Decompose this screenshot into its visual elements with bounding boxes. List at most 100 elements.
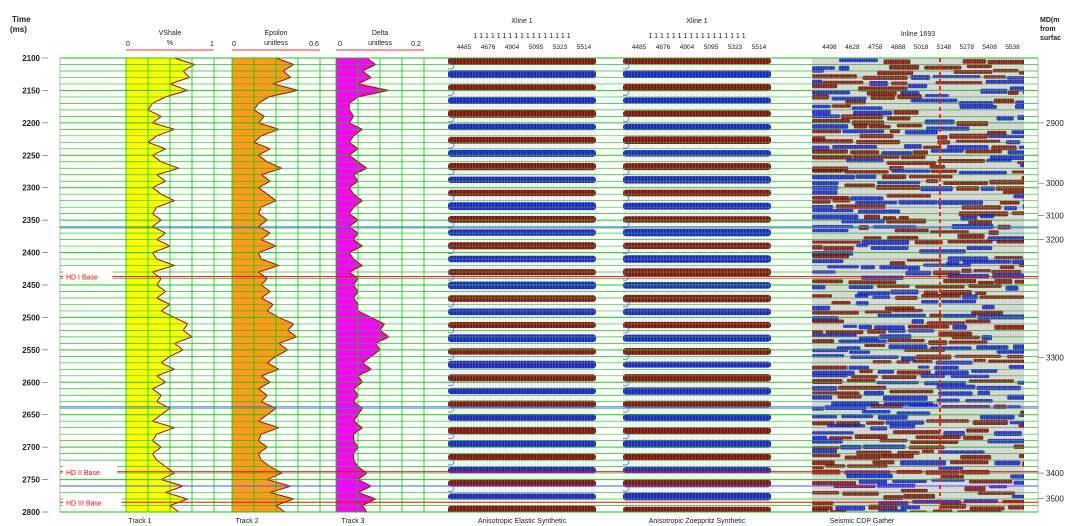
reflector-band: [623, 70, 771, 79]
gather-event: [981, 335, 992, 341]
gather-event: [994, 431, 1022, 437]
gather-event: [907, 265, 920, 271]
gather-event: [898, 199, 938, 205]
gather-event: [1013, 344, 1024, 350]
reflector-band: [448, 400, 596, 408]
gather-event: [846, 474, 893, 479]
gather-event: [966, 64, 992, 69]
gather-event: [924, 65, 962, 70]
gather-event: [949, 133, 988, 139]
gather-event: [812, 365, 848, 370]
gather-event: [926, 126, 970, 131]
vshale-title: VShale: [159, 30, 182, 37]
reflector-band: [448, 467, 596, 474]
wavelet-lobe: [448, 62, 455, 70]
zoeppritz-title: Xline 1: [686, 18, 708, 25]
gather-event: [938, 331, 973, 337]
gather-event: [987, 438, 1024, 444]
elastic-title: Xline 1: [511, 18, 533, 25]
panel-header-gather: Inline 1693 4498 4628 4758 4888 5018 5148 5278…: [822, 31, 1020, 51]
gather-event: [877, 180, 921, 185]
gather-event: [977, 280, 995, 285]
gather-event: [1011, 494, 1024, 499]
gather-event: [973, 269, 992, 273]
gather-event: [962, 59, 987, 64]
gather-event: [812, 406, 824, 411]
gather-event: [864, 343, 886, 348]
gather-event: [914, 240, 943, 245]
gather-event: [883, 59, 911, 65]
panel-header-elastic: Xline 1 1 1 1 1 1 1 1 1 1 1 1 1 1 1 1 1 …: [457, 18, 592, 51]
gather-event: [887, 338, 925, 343]
gather-event: [992, 273, 1024, 279]
time-tick-2700: 2700: [22, 443, 40, 452]
gather-event: [910, 98, 958, 103]
gather-event: [831, 301, 851, 305]
gather-event: [869, 80, 889, 86]
gather-event: [1018, 453, 1024, 459]
gather-event: [861, 409, 891, 414]
gather-event: [812, 508, 829, 512]
gather-event: [896, 360, 910, 364]
md-tick-2900: 2900: [1046, 119, 1064, 128]
gather-event: [996, 350, 1024, 354]
gather-event: [908, 329, 935, 333]
footer-gather: Seismic CDP Gather: [830, 518, 895, 525]
wavelet-lobe: [448, 115, 455, 123]
gather-event: [951, 335, 981, 340]
reflector-band: [448, 97, 596, 104]
gather-event: [812, 448, 838, 454]
gather-event: [910, 440, 959, 445]
gather-event: [824, 405, 867, 411]
wavelet-lobe: [448, 405, 455, 413]
gather-event: [838, 65, 850, 71]
reflector-band: [623, 467, 771, 474]
zoeppritz-trace-labels: 4485 4676 4904 5095 5323 5514: [632, 44, 767, 51]
gather-event: [957, 510, 1002, 512]
wavelet-lobe: [623, 379, 630, 387]
gather-event: [812, 284, 826, 290]
delta-fill: [336, 58, 389, 512]
reflector-band: [623, 97, 771, 104]
gather-event: [943, 278, 977, 284]
gather-event: [812, 339, 835, 344]
gather-event: [932, 509, 953, 512]
green-grid: [60, 57, 1038, 513]
epsilon-unit: unitless: [264, 40, 288, 47]
wavelet-lobe: [623, 221, 630, 228]
gather-event: [903, 493, 936, 499]
footer-track-1: Track 1: [128, 518, 151, 525]
md-axis-surface: surfac: [1040, 35, 1061, 42]
time-tick-2250: 2250: [22, 151, 40, 160]
time-tick-2500: 2500: [22, 313, 40, 322]
horizon-label-bg: [63, 496, 122, 508]
gather-event: [844, 455, 881, 460]
gather-event: [1022, 461, 1024, 467]
vshale-unit: %: [167, 40, 173, 47]
gather-event: [831, 96, 867, 101]
gather-event: [1009, 420, 1024, 425]
gather-event: [838, 58, 878, 63]
gather-event: [947, 239, 993, 244]
time-tick-2750: 2750: [22, 476, 40, 485]
gather-event: [904, 130, 938, 135]
wavelet-lobe: [448, 300, 455, 307]
gather-event: [898, 216, 909, 220]
gather-event: [812, 229, 849, 233]
track-header-delta: Delta unitless 0 0.2: [336, 30, 424, 51]
reflector-band: [448, 123, 596, 131]
gather-event: [859, 368, 873, 374]
gather-event: [812, 83, 838, 89]
gather-event: [965, 149, 1002, 154]
gather-event: [899, 460, 947, 466]
wavelet-lobe: [623, 300, 630, 307]
gather-event: [812, 66, 836, 70]
gather-event: [856, 243, 868, 248]
vshale-min: 0: [126, 41, 130, 48]
gather-event: [912, 150, 929, 155]
horizon-label-bg: [63, 270, 113, 282]
gather-event: [1013, 194, 1024, 199]
footer-zoeppritz: Anisotropic Zoeppritz Synthetic: [649, 518, 746, 525]
trace-label-5095: 5095: [529, 44, 544, 51]
gather-event: [994, 256, 1024, 260]
